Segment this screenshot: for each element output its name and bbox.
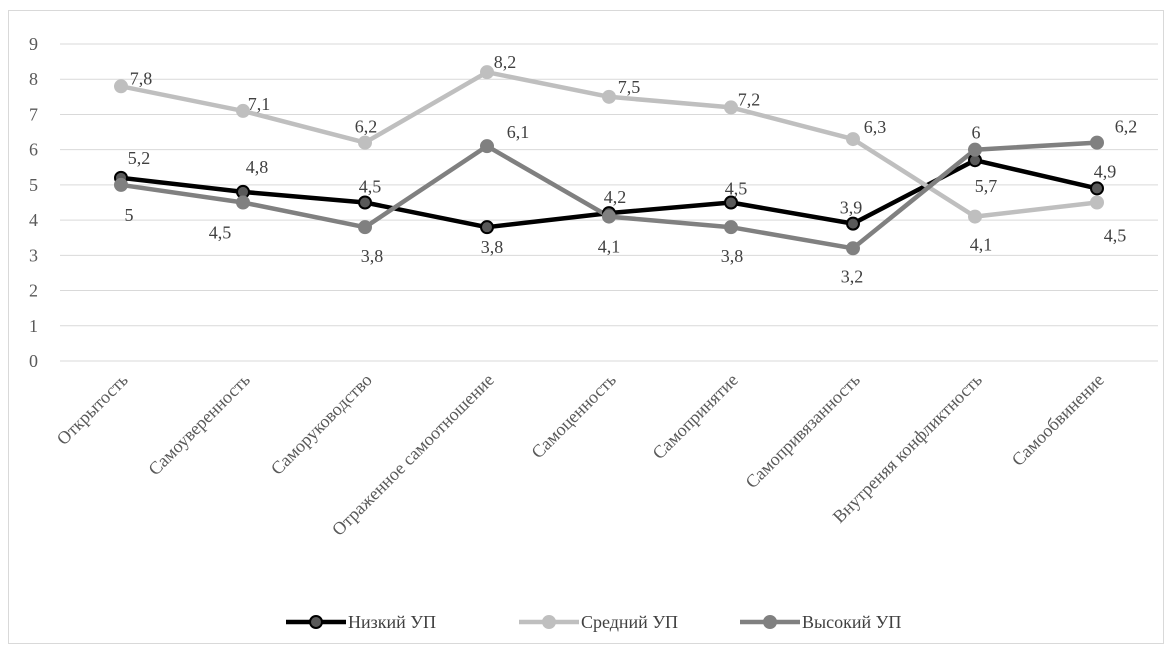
data-point bbox=[114, 177, 128, 192]
data-label: 4,1 bbox=[598, 237, 621, 257]
data-label: 3,8 bbox=[361, 246, 384, 266]
x-tick-label: Самоуверенность bbox=[144, 370, 254, 480]
data-label: 3,8 bbox=[481, 237, 504, 257]
data-label: 5,2 bbox=[128, 148, 151, 168]
data-label: 4,9 bbox=[1094, 161, 1117, 181]
data-label: 6,1 bbox=[507, 122, 530, 142]
legend-label: Средний УП bbox=[581, 612, 678, 632]
y-tick-label: 6 bbox=[29, 140, 38, 160]
data-point bbox=[114, 79, 128, 94]
data-labels: 5,2 4,8 4,5 3,8 4,2 4,5 3,9 5,7 4,9 7,8 7,1 6,2 8,2 7… bbox=[125, 52, 1138, 286]
x-tick-label: Самообвинение bbox=[1008, 370, 1108, 470]
data-point bbox=[480, 220, 494, 235]
data-label: 3,8 bbox=[721, 246, 744, 266]
legend-label: Высокий УП bbox=[802, 612, 901, 632]
data-point bbox=[846, 241, 860, 256]
y-tick-label: 2 bbox=[29, 281, 38, 301]
data-point bbox=[1090, 195, 1104, 210]
x-tick-label: Открытость bbox=[53, 370, 132, 449]
data-label: 4,5 bbox=[725, 179, 748, 199]
data-point bbox=[602, 89, 616, 104]
series-points bbox=[114, 65, 1104, 256]
chart-frame bbox=[8, 10, 1164, 644]
data-label: 4,1 bbox=[970, 235, 993, 255]
data-label: 3,2 bbox=[841, 266, 864, 286]
data-point bbox=[1090, 181, 1104, 196]
legend: Низкий УП Средний УП Высокий УП bbox=[286, 612, 901, 632]
x-tick-labels: Открытость Самоуверенность Саморуководство… bbox=[53, 370, 1108, 540]
data-point bbox=[1090, 135, 1104, 150]
x-tick-label: Саморуководство bbox=[267, 370, 376, 479]
y-tick-labels: 0 1 2 3 4 5 6 7 8 9 bbox=[29, 34, 38, 371]
data-label: 6 bbox=[972, 123, 981, 143]
data-point bbox=[846, 132, 860, 147]
data-point bbox=[358, 135, 372, 150]
legend-label: Низкий УП bbox=[348, 612, 436, 632]
data-point bbox=[358, 195, 372, 210]
data-point bbox=[968, 142, 982, 157]
x-tick-label: Самопринятие bbox=[648, 370, 741, 463]
data-label: 4,2 bbox=[604, 187, 627, 207]
data-label: 7,2 bbox=[738, 89, 761, 109]
data-point bbox=[724, 220, 738, 235]
x-tick-label: Самоценность bbox=[527, 370, 619, 462]
data-label: 5,7 bbox=[975, 176, 998, 196]
data-label: 6,2 bbox=[1115, 117, 1138, 137]
data-point bbox=[968, 209, 982, 224]
legend-marker bbox=[763, 615, 777, 629]
data-label: 4,5 bbox=[359, 177, 382, 197]
x-tick-label: Самопривязанность bbox=[741, 370, 863, 492]
data-point bbox=[480, 65, 494, 80]
y-tick-label: 7 bbox=[29, 104, 38, 124]
data-label: 7,1 bbox=[248, 94, 271, 114]
data-point bbox=[724, 100, 738, 115]
y-tick-label: 3 bbox=[29, 245, 38, 265]
data-label: 5 bbox=[125, 205, 134, 225]
data-label: 6,2 bbox=[355, 117, 378, 137]
legend-marker bbox=[542, 615, 556, 629]
data-point bbox=[358, 220, 372, 235]
data-label: 6,3 bbox=[864, 117, 887, 137]
data-point bbox=[724, 195, 738, 210]
data-point bbox=[480, 139, 494, 154]
data-label: 4,8 bbox=[246, 157, 269, 177]
data-label: 3,9 bbox=[840, 198, 863, 218]
y-tick-label: 8 bbox=[29, 69, 38, 89]
data-point bbox=[236, 195, 250, 210]
data-label: 8,2 bbox=[494, 52, 517, 72]
data-point bbox=[846, 216, 860, 231]
data-label: 7,8 bbox=[130, 68, 153, 88]
y-tick-label: 4 bbox=[29, 210, 38, 230]
data-point bbox=[602, 209, 616, 224]
data-label: 4,5 bbox=[1104, 226, 1127, 246]
data-point bbox=[236, 103, 250, 118]
legend-marker bbox=[309, 615, 323, 629]
y-tick-label: 0 bbox=[29, 351, 38, 371]
data-label: 4,5 bbox=[209, 223, 232, 243]
y-tick-label: 1 bbox=[29, 316, 38, 336]
data-label: 7,5 bbox=[618, 77, 641, 97]
y-tick-label: 9 bbox=[29, 34, 38, 54]
y-tick-label: 5 bbox=[29, 175, 38, 195]
